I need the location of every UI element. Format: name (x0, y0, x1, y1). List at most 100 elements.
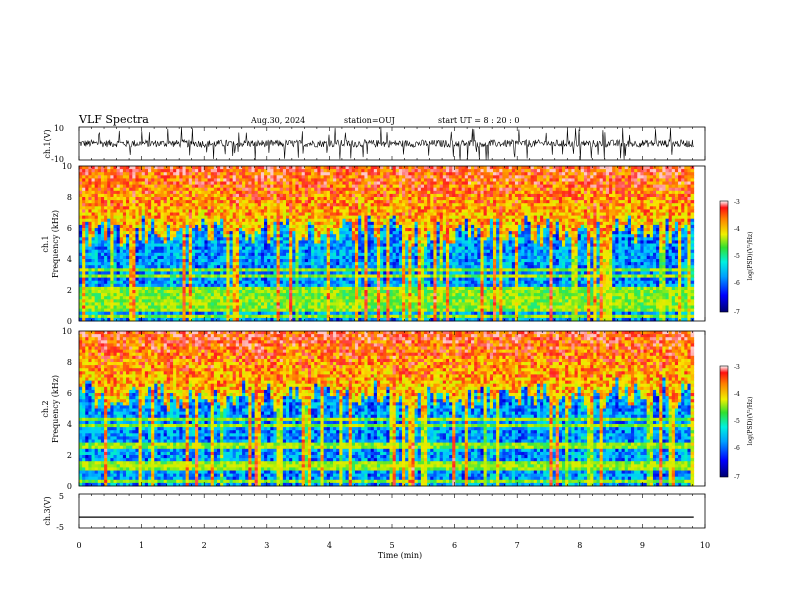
spectrogram-cell (390, 203, 394, 207)
spectrogram-cell (154, 194, 158, 198)
spectrogram-cell (261, 256, 265, 260)
spectrogram-cell (101, 250, 105, 254)
spectrogram-cell (321, 178, 325, 182)
spectrogram-cell (258, 268, 262, 272)
spectrogram-cell (223, 271, 227, 275)
spectrogram-cell (101, 225, 105, 229)
spectrogram-cell (126, 203, 130, 207)
spectrogram-cell (371, 309, 375, 313)
spectrogram-cell (114, 191, 118, 195)
spectrogram-cell (302, 315, 306, 319)
spectrogram-cell (380, 222, 384, 226)
spectrogram-cell (248, 281, 252, 285)
spectrogram-cell (148, 315, 152, 319)
spectrogram-cell (314, 191, 318, 195)
spectrogram-cell (151, 268, 155, 272)
spectrogram-cell (358, 237, 362, 241)
spectrogram-cell (261, 253, 265, 256)
spectrogram-cell (214, 253, 218, 256)
spectrogram-cell (349, 172, 353, 176)
spectrogram-cell (110, 175, 114, 179)
spectrogram-cell (214, 299, 218, 303)
spectrogram-cell (321, 253, 325, 256)
spectrogram-cell (135, 188, 139, 192)
spectrogram-cell (330, 312, 334, 316)
spectrogram-cell (267, 315, 271, 319)
spectrogram-cell (233, 197, 237, 201)
spectrogram-cell (317, 309, 321, 313)
spectrogram-cell (230, 182, 234, 186)
spectrogram-cell (92, 216, 96, 220)
spectrogram-cell (217, 312, 221, 316)
spectrogram-cell (314, 175, 318, 179)
spectrogram-cell (386, 197, 390, 201)
spectrogram-cell (117, 203, 121, 207)
spectrogram-cell (95, 209, 99, 213)
spectrogram-cell (248, 222, 252, 226)
spectrogram-cell (139, 219, 143, 223)
spectrogram-cell (211, 203, 215, 207)
spectrogram-cell (142, 175, 146, 179)
spectrogram-cell (208, 175, 212, 179)
spectrogram-cell (368, 256, 372, 260)
spectrogram-cell (120, 250, 124, 254)
spectrogram-cell (179, 191, 183, 195)
spectrogram-cell (167, 275, 171, 279)
spectrogram-cell (386, 222, 390, 226)
spectrogram-cell (204, 194, 208, 198)
spectrogram-cell (261, 178, 265, 182)
spectrogram-cell (88, 219, 92, 223)
spectrogram-cell (129, 268, 133, 272)
spectrogram-cell (223, 175, 227, 179)
spectrogram-cell (95, 169, 99, 173)
spectrogram-cell (368, 244, 372, 248)
spectrogram-cell (186, 222, 190, 226)
spectrogram-cell (189, 256, 193, 260)
spectrogram-cell (220, 296, 224, 300)
spectrogram-cell (179, 225, 183, 229)
spectrogram-cell (374, 306, 378, 310)
spectrogram-cell (339, 302, 343, 306)
spectrogram-cell (264, 247, 268, 251)
spectrogram-cell (355, 250, 359, 254)
spectrogram-cell (233, 253, 237, 256)
spectrogram-cell (342, 302, 346, 306)
spectrogram-cell (132, 185, 136, 189)
spectrogram-cell (258, 175, 262, 179)
spectrogram-cell (349, 200, 353, 204)
spectrogram-cell (289, 225, 293, 229)
spectrogram-cell (154, 203, 158, 207)
spectrogram-cell (248, 231, 252, 235)
spectrogram-cell (355, 219, 359, 223)
spectrogram-cell (195, 250, 199, 254)
spectrogram-cell (192, 290, 196, 294)
spectrogram-cell (302, 278, 306, 282)
spectrogram-cell (305, 284, 309, 288)
spectrogram-cell (157, 231, 161, 235)
spectrogram-cell (361, 188, 365, 192)
spectrogram-cell (336, 194, 340, 198)
spectrogram-cell (92, 247, 96, 251)
spectrogram-cell (273, 175, 277, 179)
spectrogram-cell (110, 309, 114, 313)
spectrogram-cell (79, 306, 83, 310)
spectrogram-cell (170, 188, 174, 192)
spectrogram-cell (258, 191, 262, 195)
spectrogram-cell (135, 185, 139, 189)
spectrogram-cell (314, 178, 318, 182)
spectrogram-cell (383, 265, 387, 269)
spectrogram-cell (176, 302, 180, 306)
spectrogram-cell (342, 287, 346, 291)
spectrogram-cell (311, 234, 315, 238)
spectrogram-cell (336, 216, 340, 220)
spectrogram-cell (107, 299, 111, 303)
spectrogram-cell (352, 216, 356, 220)
spectrogram-cell (355, 169, 359, 173)
spectrogram-cell (305, 306, 309, 310)
spectrogram-cell (129, 197, 133, 201)
spectrogram-cell (183, 216, 187, 220)
spectrogram-cell (230, 287, 234, 291)
spectrogram-cell (135, 203, 139, 207)
spectrogram-cell (346, 299, 350, 303)
spectrogram-cell (280, 219, 284, 223)
